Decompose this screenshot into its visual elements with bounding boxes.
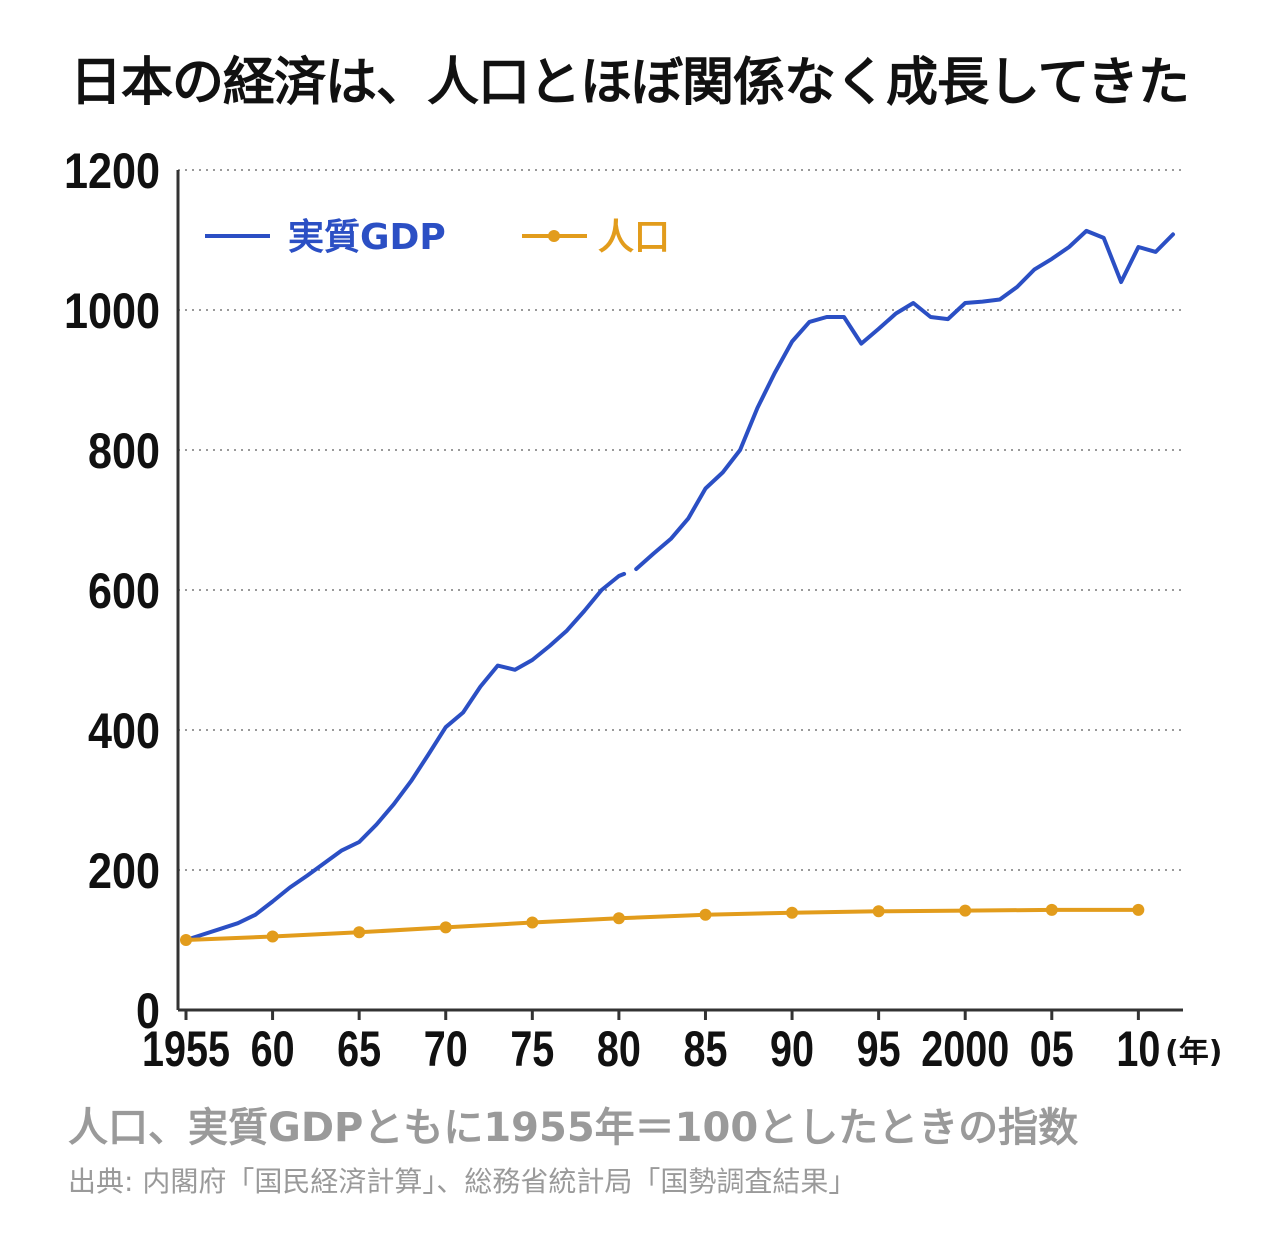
population-point	[959, 904, 972, 917]
x-tick-label: 85	[683, 1021, 727, 1077]
legend-population-marker	[548, 230, 560, 242]
x-tick-label: 75	[510, 1021, 554, 1077]
y-tick-label: 800	[88, 423, 160, 479]
y-tick-label: 600	[88, 563, 160, 619]
source-note: 出典: 内閣府「国民経済計算」、総務省統計局「国勢調査結果」	[68, 1165, 857, 1198]
gdp-line	[634, 228, 1175, 571]
population-point	[353, 926, 366, 939]
x-axis-unit: (年)	[1165, 1035, 1222, 1070]
y-tick-label: 0	[136, 983, 160, 1039]
population-point	[612, 912, 625, 925]
x-tick-label: 10	[1116, 1021, 1160, 1077]
population-point	[526, 916, 539, 929]
population-point	[699, 908, 712, 921]
x-tick-labels: 1955 60 65 70 75 80 85 90 95 2000 05 10	[142, 1010, 1160, 1077]
x-tick-label: 80	[597, 1021, 641, 1077]
series	[180, 228, 1175, 946]
x-tick-label: 65	[337, 1021, 381, 1077]
x-tick-label: 95	[857, 1021, 901, 1077]
y-tick-label: 1000	[64, 283, 160, 339]
population-point	[872, 905, 885, 918]
population-point	[786, 906, 799, 919]
x-tick-label: 60	[251, 1021, 295, 1077]
x-tick-label: 2000	[921, 1021, 1009, 1077]
x-tick-label: 90	[770, 1021, 814, 1077]
index-note: 人口、実質GDPともに1955年＝100としたときの指数	[68, 1105, 1079, 1151]
legend-gdp-label: 実質GDP	[288, 217, 446, 258]
chart-title: 日本の経済は、人口とほぼ関係なく成長してきた	[70, 53, 1190, 113]
population-point	[1045, 903, 1058, 916]
population-point	[439, 921, 452, 934]
population-line	[185, 907, 1139, 942]
x-tick-label: 1955	[142, 1021, 230, 1077]
population-point	[1132, 903, 1145, 916]
y-tick-label: 1200	[64, 143, 160, 199]
population-point	[180, 934, 192, 946]
legend-population-label: 人口	[598, 217, 670, 258]
legend: 実質GDP 人口	[205, 217, 670, 258]
population-point	[266, 930, 279, 943]
gdp-line	[184, 571, 627, 942]
y-tick-labels: 1200 1000 800 600 400 200 0	[64, 143, 160, 1039]
axes	[176, 170, 1183, 1012]
x-tick-label: 70	[424, 1021, 468, 1077]
y-tick-label: 200	[88, 843, 160, 899]
gridlines	[178, 169, 1183, 871]
y-tick-label: 400	[88, 703, 160, 759]
x-tick-label: 05	[1030, 1021, 1074, 1077]
